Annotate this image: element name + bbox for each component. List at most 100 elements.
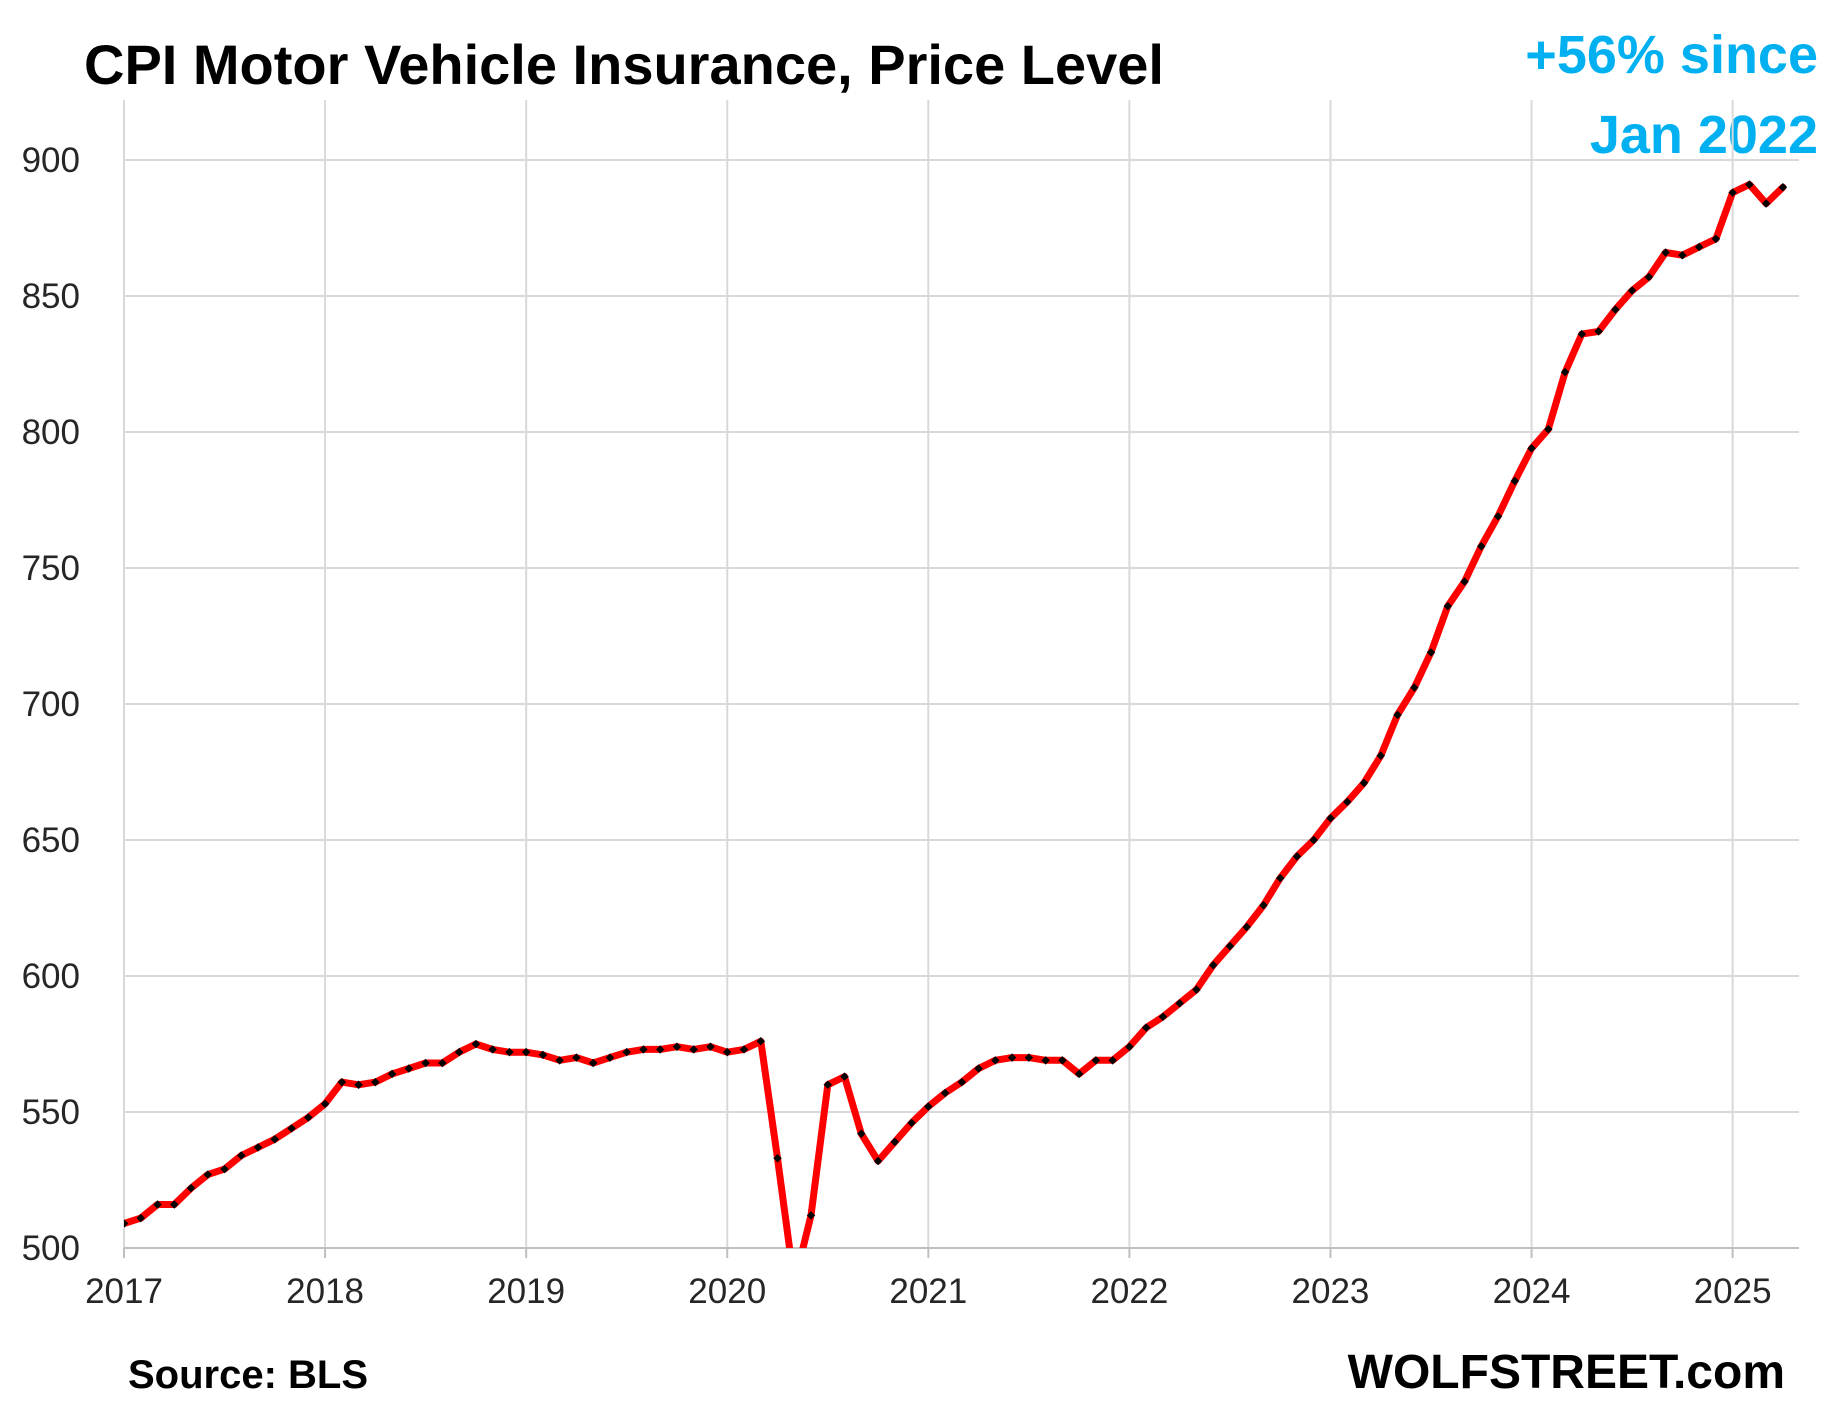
data-point: [488, 1045, 497, 1054]
series-line: [124, 181, 1787, 1248]
data-point: [1275, 873, 1285, 883]
x-axis-ticks: 2017 2018 2019 2020 2021 2022 2023 2024 2025: [85, 1272, 1772, 1311]
data-point: [1326, 813, 1335, 823]
x-tick-label: 2025: [1694, 1272, 1772, 1311]
data-point: [957, 1077, 967, 1087]
data-point: [756, 1037, 765, 1046]
data-point: [454, 1047, 464, 1057]
data-point: [924, 1102, 933, 1111]
data-point: [706, 1042, 715, 1051]
y-tick-label: 900: [22, 141, 80, 180]
data-point: [991, 1056, 1000, 1065]
data-point: [1091, 1056, 1101, 1065]
chart-title: CPI Motor Vehicle Insurance, Price Level: [84, 33, 1164, 96]
x-tick-label: 2022: [1090, 1272, 1168, 1311]
data-point: [974, 1064, 983, 1073]
y-tick-label: 700: [22, 685, 80, 724]
data-point: [404, 1064, 414, 1073]
x-tick-label: 2020: [688, 1272, 766, 1311]
data-point: [1108, 1056, 1117, 1065]
data-point: [1493, 512, 1503, 521]
y-tick-label: 750: [22, 549, 80, 588]
y-tick-label: 850: [22, 277, 80, 316]
data-point: [371, 1077, 380, 1087]
data-point: [1376, 751, 1385, 760]
data-point: [790, 1279, 798, 1287]
data-point: [1141, 1023, 1151, 1032]
data-point: [1359, 778, 1369, 788]
data-point: [1292, 852, 1302, 861]
data-point: [354, 1080, 363, 1090]
data-point: [890, 1137, 900, 1147]
data-point: [722, 1047, 732, 1057]
data-point: [471, 1039, 481, 1049]
data-point: [337, 1077, 347, 1087]
data-point: [1477, 541, 1486, 551]
data-point: [1041, 1056, 1050, 1065]
y-tick-label: 550: [22, 1093, 80, 1132]
data-point: [572, 1053, 581, 1062]
data-point: [1342, 797, 1352, 807]
data-point: [1175, 998, 1184, 1008]
data-point: [421, 1058, 430, 1068]
data-point: [1426, 648, 1436, 657]
data-point: [1510, 476, 1520, 486]
data-point: [1208, 960, 1218, 970]
source-label: Source: BLS: [128, 1353, 368, 1397]
data-point: [304, 1113, 313, 1122]
data-point: [1125, 1042, 1134, 1051]
data-point: [1242, 922, 1251, 932]
data-point: [1644, 272, 1654, 282]
x-tick-label: 2021: [889, 1272, 967, 1311]
data-point: [521, 1047, 531, 1057]
data-point: [806, 1211, 816, 1220]
data-point: [1192, 985, 1201, 994]
data-point: [857, 1129, 866, 1139]
series-cpi: [124, 180, 1788, 1287]
data-point: [639, 1045, 648, 1054]
grid: [123, 100, 1799, 1258]
data-point: [689, 1045, 698, 1054]
data-point: [588, 1058, 598, 1068]
data-point: [1577, 329, 1587, 339]
x-tick-label: 2023: [1292, 1272, 1370, 1311]
data-point: [1393, 710, 1402, 720]
data-point: [438, 1058, 447, 1068]
data-point: [840, 1072, 849, 1081]
y-tick-label: 500: [22, 1229, 80, 1268]
data-point: [823, 1080, 833, 1090]
data-point: [1460, 577, 1469, 586]
data-point: [387, 1069, 397, 1079]
data-point: [1259, 901, 1268, 910]
data-point: [1058, 1056, 1067, 1065]
data-point: [940, 1088, 950, 1098]
x-tick-label: 2018: [286, 1272, 364, 1311]
data-point: [1560, 367, 1570, 377]
data-point: [1309, 835, 1318, 845]
data-point: [622, 1047, 631, 1057]
data-point: [1158, 1012, 1168, 1022]
data-point: [320, 1099, 330, 1109]
data-point: [1527, 444, 1536, 453]
y-tick-label: 800: [22, 413, 80, 452]
y-tick-label: 650: [22, 821, 80, 860]
data-point: [1594, 327, 1603, 336]
data-point: [1544, 425, 1553, 434]
data-point: [1410, 683, 1419, 692]
data-point: [555, 1056, 564, 1065]
data-point: [270, 1134, 280, 1144]
data-point: [1007, 1053, 1017, 1062]
wolfstreet-watermark: WOLFSTREET.com: [1348, 1346, 1785, 1399]
data-point: [672, 1042, 682, 1051]
data-point: [605, 1053, 615, 1062]
data-point: [907, 1118, 916, 1128]
data-point: [1024, 1053, 1034, 1062]
x-tick-label: 2017: [85, 1272, 163, 1311]
x-tick-label: 2024: [1493, 1272, 1571, 1311]
data-point: [538, 1050, 548, 1060]
data-point: [873, 1156, 883, 1166]
data-point: [773, 1153, 782, 1163]
annotation-line-2: Jan 2022: [1590, 105, 1818, 165]
data-point: [739, 1045, 749, 1054]
